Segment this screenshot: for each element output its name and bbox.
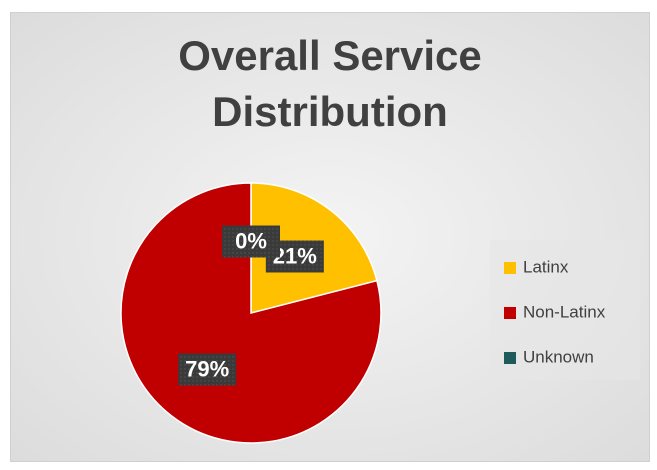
data-label-box	[178, 353, 237, 386]
legend-swatch	[504, 262, 516, 274]
legend-label: Latinx	[523, 257, 569, 276]
legend-swatch	[504, 352, 516, 364]
data-label-box	[222, 225, 280, 258]
data-label: 0%	[235, 228, 267, 253]
data-label: 79%	[185, 356, 229, 381]
legend-label: Non-Latinx	[523, 302, 606, 321]
data-label: 21%	[273, 243, 317, 268]
chart-title: Overall Service Distribution	[178, 32, 482, 135]
legend-swatch	[504, 307, 516, 319]
legend-label: Unknown	[523, 347, 594, 366]
